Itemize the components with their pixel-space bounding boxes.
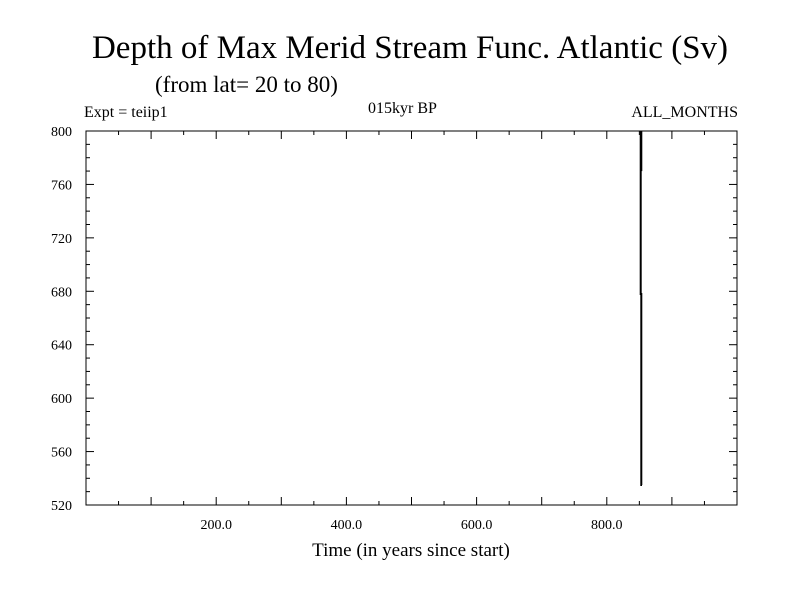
months-label: ALL_MONTHS bbox=[631, 104, 738, 121]
y-tick-label: 760 bbox=[51, 178, 72, 193]
x-tick-labels: 200.0 400.0 600.0 800.0 bbox=[200, 518, 622, 533]
y-tick-label: 680 bbox=[51, 285, 72, 300]
y-tick-label: 560 bbox=[51, 446, 72, 461]
x-tick-label: 600.0 bbox=[461, 518, 493, 533]
y-tick-label: 720 bbox=[51, 232, 72, 247]
y-tick-labels: 520 560 600 640 680 720 760 800 bbox=[51, 125, 72, 514]
y-tick-label: 520 bbox=[51, 499, 72, 514]
chart-title: Depth of Max Merid Stream Func. Atlantic… bbox=[91, 30, 729, 66]
period-label: 015kyr BP bbox=[368, 100, 437, 117]
plot-frame bbox=[85, 130, 738, 506]
x-tick-label: 200.0 bbox=[200, 518, 232, 533]
x-tick-label: 400.0 bbox=[331, 518, 363, 533]
y-tick-label: 800 bbox=[51, 125, 72, 140]
tick-marks bbox=[86, 131, 737, 505]
y-tick-label: 640 bbox=[51, 339, 72, 354]
data-series bbox=[639, 131, 643, 486]
x-tick-label: 800.0 bbox=[591, 518, 623, 533]
y-tick-label: 600 bbox=[51, 392, 72, 407]
chart-subtitle: (from lat= 20 to 80) bbox=[155, 72, 338, 97]
series-line bbox=[639, 131, 643, 486]
x-axis-title: Time (in years since start) bbox=[312, 540, 510, 561]
experiment-label: Expt = teiip1 bbox=[84, 104, 168, 121]
